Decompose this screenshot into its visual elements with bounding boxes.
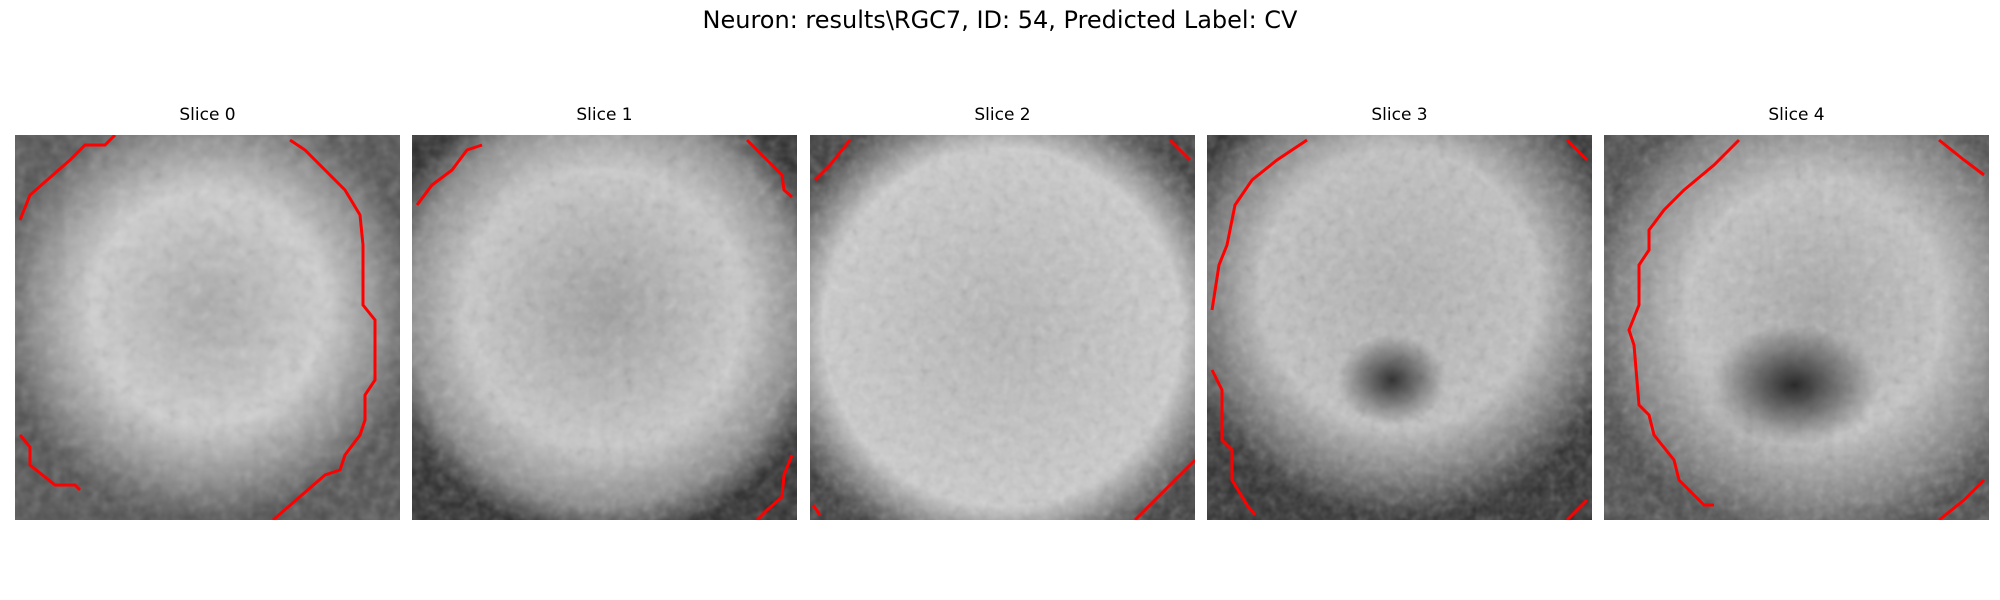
slice-title-3: Slice 3: [1371, 105, 1428, 125]
slice-0-contour: [272, 138, 377, 520]
slice-3-contour: [1565, 138, 1589, 162]
slice-image-0: [15, 135, 400, 520]
slice-2-contour: [813, 139, 852, 182]
slice-1-contour: [755, 454, 794, 520]
slice-title-2: Slice 2: [974, 105, 1031, 125]
slice-3-svg: [1207, 135, 1592, 520]
slice-1-noise: [412, 135, 797, 520]
slice-3-dark-core: [1337, 335, 1447, 425]
slice-4-svg: [1604, 135, 1989, 520]
slice-3-contour: [1210, 138, 1308, 311]
slice-2-svg: [810, 135, 1195, 520]
slice-image-4: [1604, 135, 1989, 520]
slice-2-noise: [810, 135, 1195, 520]
slice-2-contour: [811, 504, 822, 516]
slice-title-1: Slice 1: [576, 105, 633, 125]
slice-2-contour: [1133, 458, 1195, 520]
slice-1-contour: [415, 143, 483, 206]
slice-3-contour: [1210, 369, 1257, 516]
slice-0-noise: [15, 135, 400, 520]
slice-title-0: Slice 0: [179, 105, 236, 125]
slice-0-contour: [18, 434, 82, 492]
slice-4-contour: [1627, 138, 1741, 507]
slice-image-1: [412, 135, 797, 520]
slice-1-svg: [412, 135, 797, 520]
slice-3-noise: [1207, 135, 1592, 520]
slice-0-svg: [15, 135, 400, 520]
slice-1-contour: [745, 138, 793, 199]
slice-3-contour: [1565, 498, 1589, 520]
slice-image-2: [810, 135, 1195, 520]
slice-4-contour: [1938, 478, 1986, 520]
slice-4-contour: [1938, 138, 1985, 177]
figure-title: Neuron: results\RGC7, ID: 54, Predicted …: [702, 6, 1298, 34]
slice-2-contour: [1168, 138, 1192, 162]
slice-image-3: [1207, 135, 1592, 520]
slice-0-contour: [18, 135, 117, 221]
slice-title-4: Slice 4: [1768, 105, 1825, 125]
slice-4-dark-core: [1709, 325, 1879, 445]
